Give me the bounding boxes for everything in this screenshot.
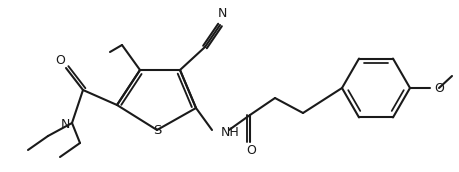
Text: N: N bbox=[217, 7, 227, 20]
Text: O: O bbox=[434, 82, 444, 94]
Text: S: S bbox=[153, 125, 161, 137]
Text: N: N bbox=[60, 117, 70, 131]
Text: O: O bbox=[55, 53, 65, 67]
Text: O: O bbox=[246, 143, 256, 157]
Text: NH: NH bbox=[221, 126, 240, 138]
